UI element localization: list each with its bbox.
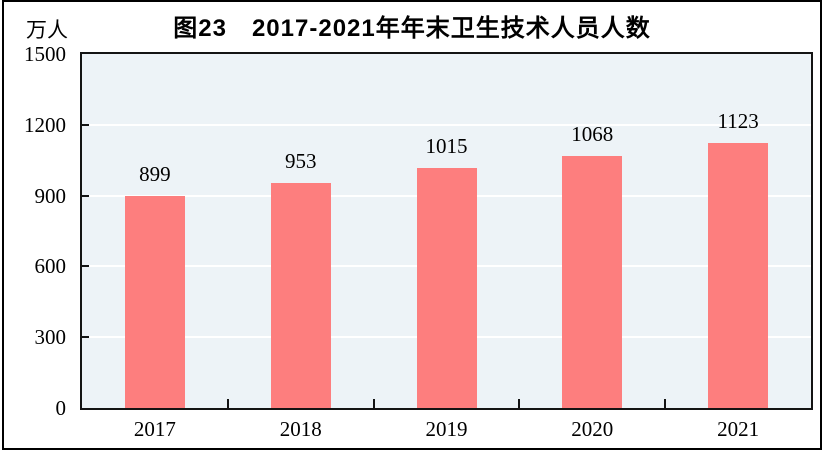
x-axis-label-2017: 2017	[133, 417, 176, 441]
bar-value-label-2018: 953	[284, 149, 317, 174]
bar-2017	[124, 195, 185, 408]
y-axis-tick-label-1200: 1200	[24, 112, 66, 137]
y-axis-tick-label-1500: 1500	[24, 42, 66, 66]
y-axis-tick-1200	[82, 123, 89, 126]
x-axis-tick-4	[664, 399, 667, 408]
bar-2018	[270, 183, 331, 408]
y-axis-tick-label-0: 0	[55, 396, 67, 420]
gridline-1200	[82, 123, 811, 126]
y-axis-tick-900	[82, 194, 89, 197]
x-axis-label-2021: 2021	[717, 417, 760, 441]
bar-2019	[416, 168, 477, 408]
x-axis-tick-2	[372, 399, 375, 408]
bar-value-label-2017: 899	[139, 161, 171, 186]
y-axis-unit-label: 万人	[26, 18, 68, 42]
bar-value-label-2020: 1068	[571, 121, 614, 146]
x-axis-label-2020: 2020	[571, 417, 614, 441]
bar-value-label-2019: 1015	[425, 134, 468, 159]
bar-value-label-2021: 1123	[717, 108, 759, 133]
figure-frame: 图23 2017-2021年年末卫生技术人员人数 万人 899 953 1015 10…	[2, 0, 822, 450]
bar-2020	[562, 155, 623, 408]
y-axis-tick-label-900: 900	[34, 183, 67, 208]
plot-area: 899 953 1015 1068 1123	[80, 52, 813, 410]
chart-title: 图23 2017-2021年年末卫生技术人员人数	[173, 15, 651, 42]
x-axis-label-2019: 2019	[425, 417, 468, 441]
y-axis-tick-300	[82, 336, 89, 339]
bar-2021	[708, 142, 769, 408]
y-axis-tick-label-300: 300	[34, 325, 67, 350]
x-axis-label-2018: 2018	[279, 417, 322, 441]
y-axis-tick-label-600: 600	[34, 254, 67, 279]
x-axis-tick-1	[226, 399, 229, 408]
y-axis-tick-600	[82, 265, 89, 268]
x-axis-tick-3	[518, 399, 521, 408]
